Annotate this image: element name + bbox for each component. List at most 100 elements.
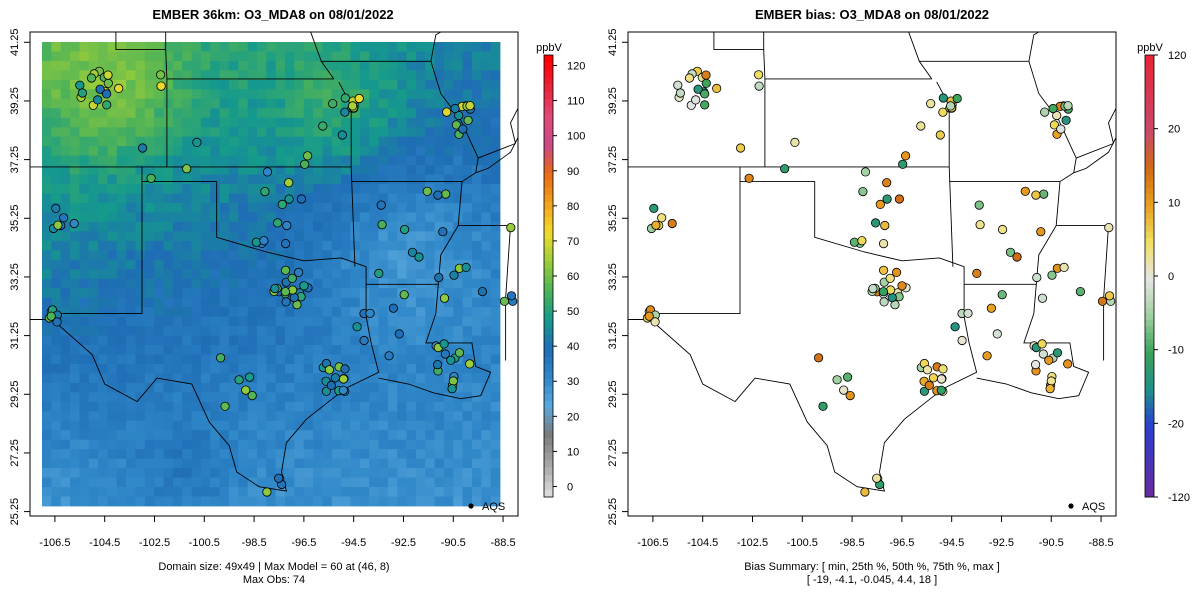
colorbar-tick-label: 30 (567, 376, 579, 388)
grid-cell (294, 89, 305, 100)
grid-cell (471, 326, 482, 336)
grid-cell (369, 42, 379, 52)
colorbar-swatch (544, 91, 553, 100)
grid-cell (98, 496, 108, 507)
grid-cell (182, 51, 192, 62)
grid-cell (107, 458, 118, 469)
grid-cell (378, 51, 389, 62)
grid-cell (210, 278, 220, 289)
grid-cell (387, 89, 398, 100)
grid-cell (415, 108, 426, 119)
colorbar-swatch (544, 283, 553, 292)
grid-cell (88, 458, 99, 469)
grid-cell (42, 487, 52, 497)
grid-cell (397, 401, 407, 412)
grid-cell (228, 42, 239, 52)
grid-cell (397, 307, 407, 318)
grid-cell (303, 165, 314, 175)
grid-cell (107, 193, 118, 204)
grid-cell (163, 477, 174, 488)
grid-cell (341, 288, 351, 299)
grid-cell (135, 458, 146, 469)
grid-cell (70, 297, 80, 308)
site-marker (842, 372, 853, 382)
grid-cell (163, 496, 174, 507)
grid-cell (191, 392, 202, 403)
grid-cell (415, 401, 426, 412)
colorbar-swatch (1145, 282, 1154, 290)
grid-cell (42, 288, 52, 299)
site-marker (1104, 223, 1114, 233)
colorbar-swatch (1145, 345, 1154, 353)
grid-cell (79, 193, 90, 204)
grid-cell (88, 382, 99, 393)
boundary-line (310, 32, 322, 62)
grid-cell (182, 42, 192, 52)
grid-cell (163, 335, 174, 346)
grid-cell (369, 345, 379, 355)
site-marker (790, 137, 800, 147)
grid-cell (415, 392, 426, 403)
grid-cell (490, 221, 501, 232)
grid-cell (70, 184, 80, 194)
colorbar-swatch (544, 231, 553, 240)
grid-cell (42, 297, 52, 308)
colorbar-swatch (1145, 402, 1154, 410)
grid-cell (275, 89, 286, 100)
grid-cell (490, 240, 501, 251)
grid-cell (406, 259, 417, 270)
grid-cell (144, 98, 155, 109)
grid-cell (341, 250, 351, 261)
grid-cell (378, 193, 389, 204)
x-tick-label: -94.5 (341, 537, 366, 549)
colorbar-tick-label: 0 (567, 481, 573, 493)
grid-cell (453, 240, 464, 251)
grid-cell (294, 392, 305, 403)
grid-cell (387, 231, 398, 242)
grid-cell (210, 449, 220, 460)
boundary-line (976, 284, 1090, 400)
grid-cell (182, 345, 192, 355)
grid-cell (70, 439, 80, 450)
grid-cell (98, 165, 108, 175)
grid-cell (490, 174, 501, 185)
site-marker (465, 359, 475, 369)
grid-cell (406, 439, 417, 450)
grid-cell (98, 316, 108, 327)
grid-cell (163, 278, 174, 289)
grid-cell (88, 240, 99, 251)
grid-cell (88, 439, 99, 450)
grid-cell (490, 184, 501, 194)
boundary-line (739, 166, 950, 182)
grid-cell (228, 430, 239, 441)
grid-cell (481, 468, 492, 478)
grid-cell (481, 354, 492, 365)
grid-cell (60, 411, 71, 422)
grid-cell (154, 212, 164, 223)
site-marker (813, 353, 824, 363)
grid-cell (285, 42, 295, 52)
site-marker (284, 194, 294, 204)
grid-cell (51, 411, 62, 422)
grid-cell (313, 202, 323, 213)
grid-cell (443, 297, 454, 308)
grid-cell (200, 382, 211, 393)
grid-cell (434, 316, 445, 327)
y-tick-label: 25.25 (9, 498, 21, 526)
colorbar-swatch (544, 379, 553, 387)
y-tick-label: 29.25 (9, 381, 21, 409)
left-footer-line-1: Domain size: 49x49 | Max Model = 60 at (… (158, 561, 389, 573)
grid-cell (256, 278, 267, 289)
grid-cell (490, 335, 501, 346)
boundary-line (526, 50, 527, 141)
grid-cell (163, 136, 174, 147)
grid-cell (107, 51, 118, 62)
grid-cell (331, 449, 342, 460)
colorbar-tick-label: 120 (567, 61, 585, 73)
grid-cell (425, 269, 435, 280)
grid-cell (406, 449, 417, 460)
grid-cell (228, 127, 239, 138)
grid-cell (200, 288, 211, 299)
grid-cell (294, 231, 305, 242)
grid-cell (331, 439, 342, 450)
